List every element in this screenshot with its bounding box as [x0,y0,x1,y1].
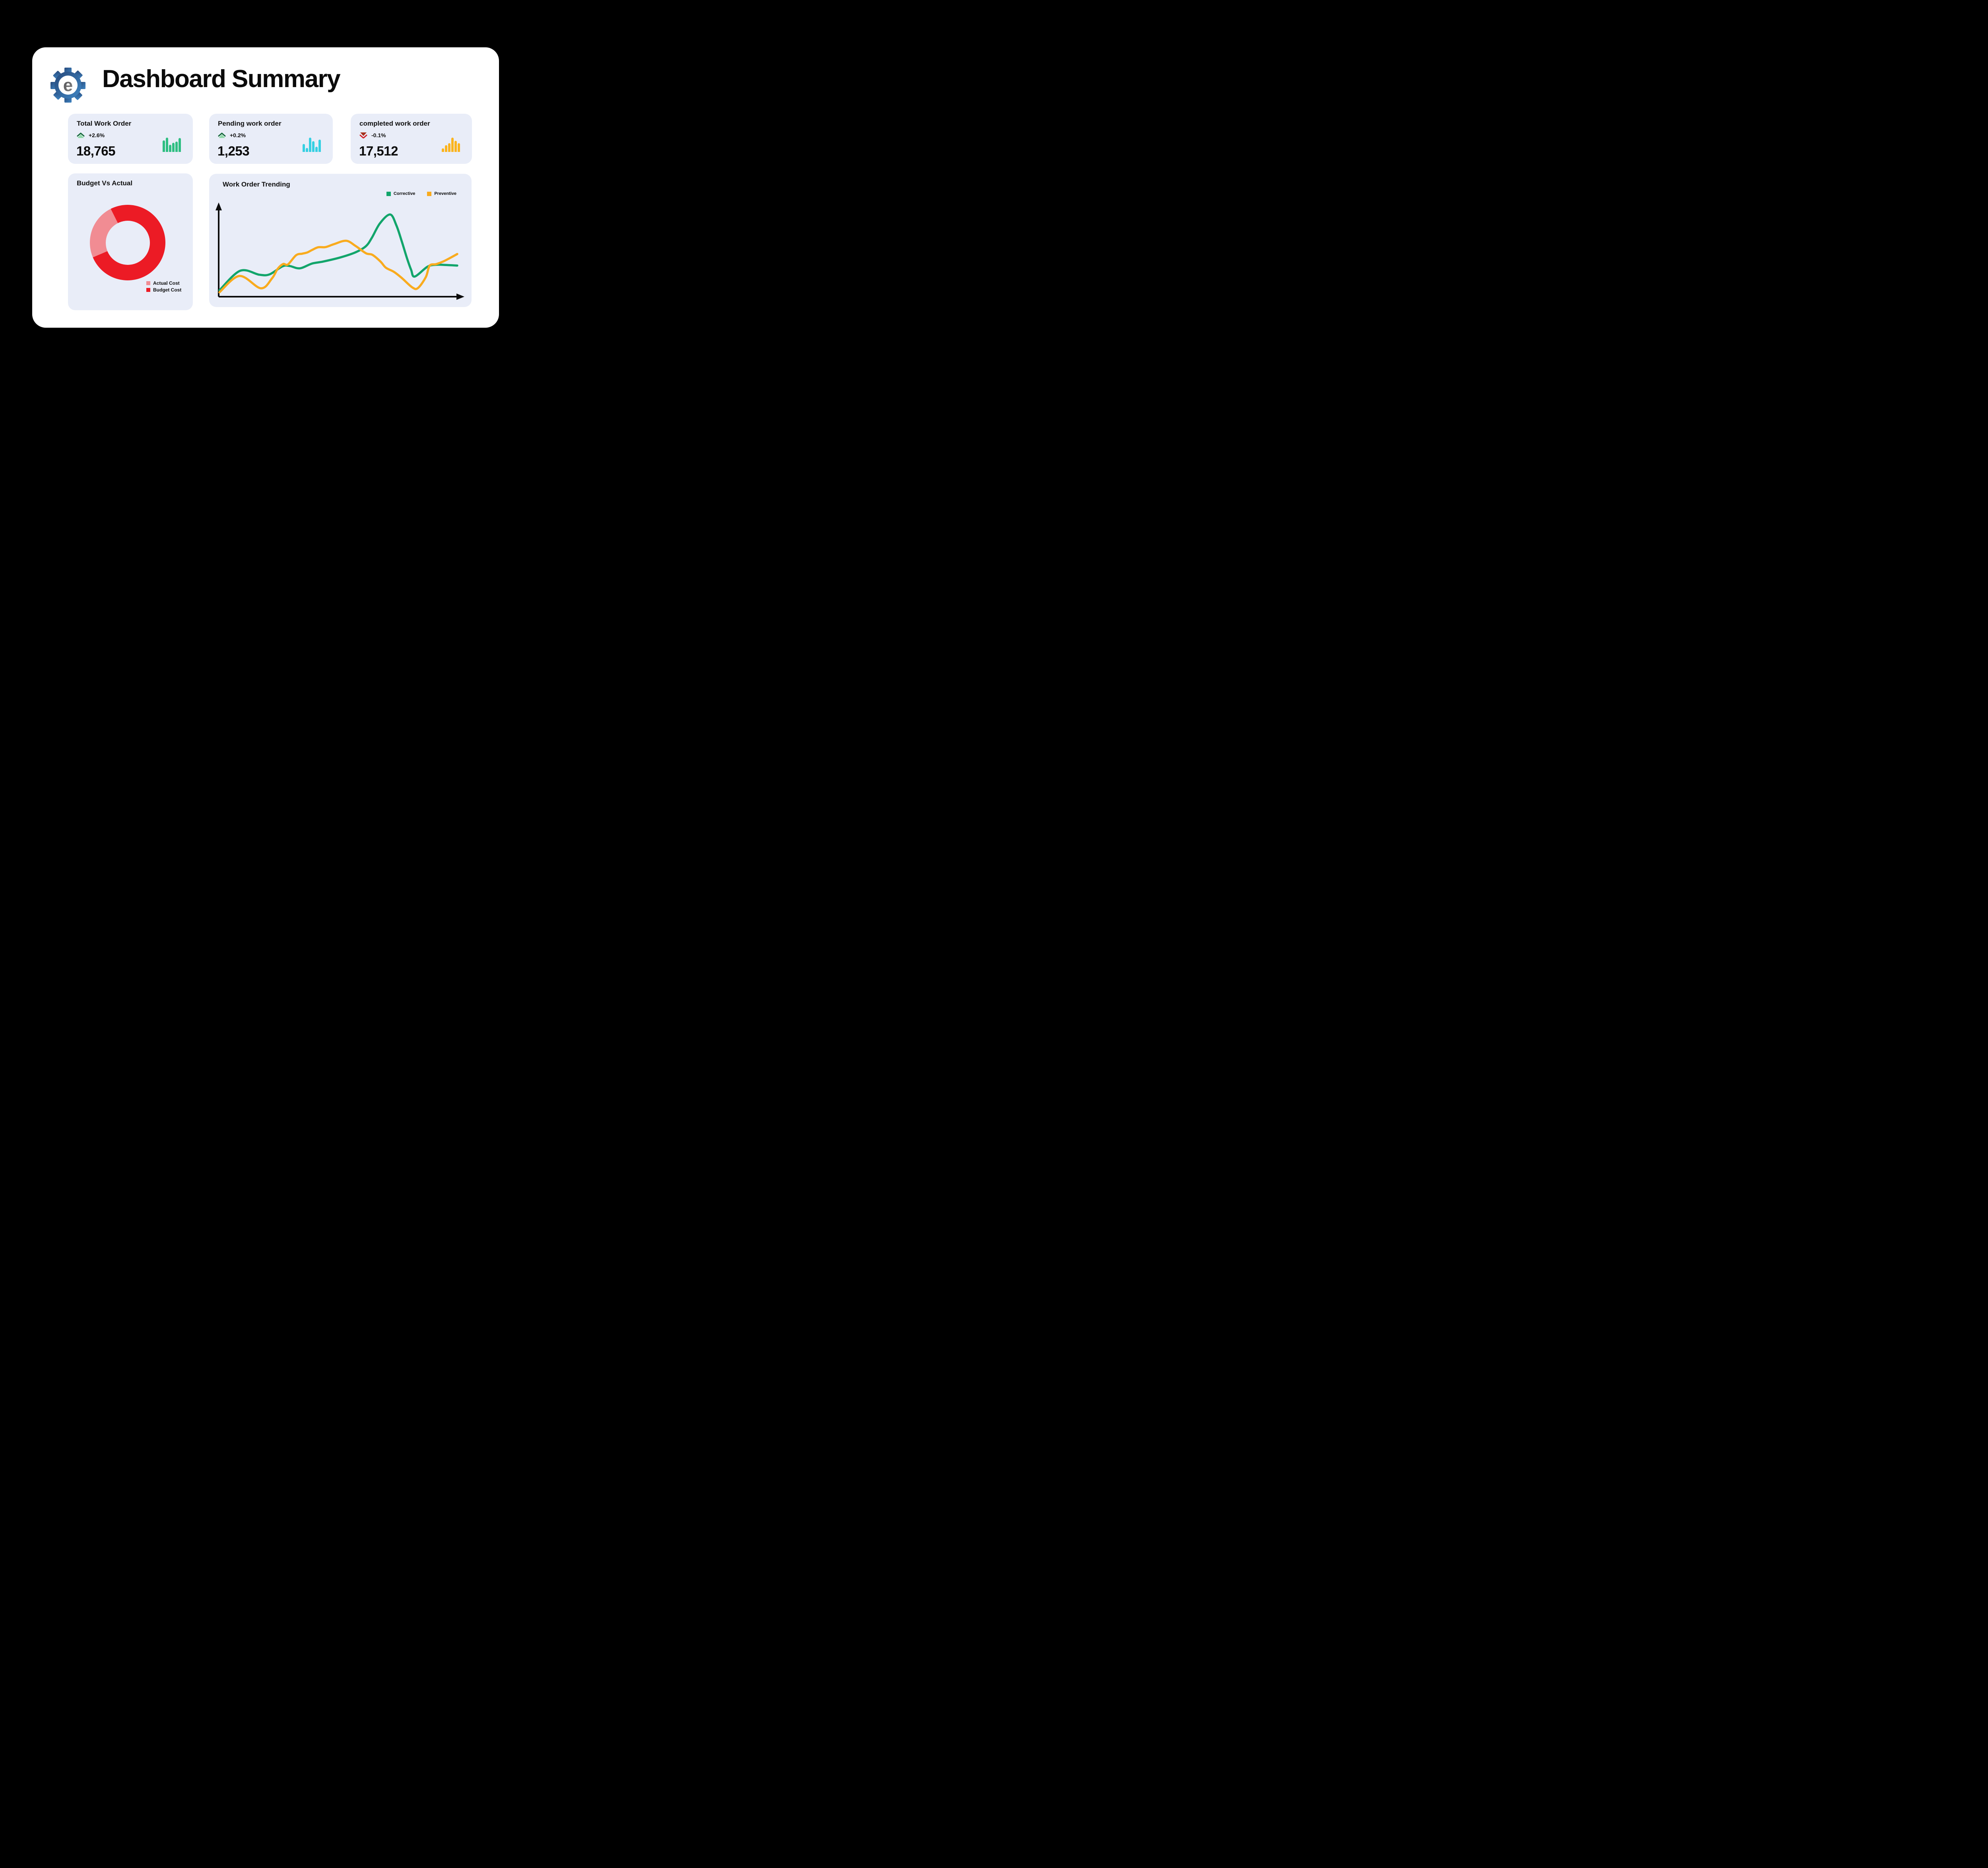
legend-item-corrective: Corrective [386,191,415,196]
legend-swatch-red [146,288,150,292]
spark-bar [318,140,321,152]
spark-bar [454,140,457,152]
gear-e-logo-icon: e [50,68,85,103]
trend-down-icon [359,132,367,138]
legend-label: Actual Cost [153,280,180,286]
legend-item-actual-cost: Actual Cost [146,280,181,286]
donut-chart [90,205,165,280]
kpi-card-pending-work-order: Pending work order +0.2% 1,253 [209,114,333,164]
legend-label: Preventive [434,191,456,196]
page-title: Dashboard Summary [102,65,341,93]
kpi-card-completed-work-order: completed work order -0.1% 17,512 [351,114,472,164]
kpi-value: 17,512 [359,144,398,158]
legend-item-preventive: Preventive [427,191,456,196]
legend-swatch-pink [146,281,150,285]
kpi-delta: +0.2% [230,132,246,138]
donut-legend: Actual Cost Budget Cost [146,280,181,293]
page-background: e Dashboard Summary Total Work Order +2.… [0,0,573,373]
line-chart-title: Work Order Trending [223,181,290,188]
spark-bar [315,146,318,152]
kpi-value: 18,765 [76,144,115,158]
line-chart-legend: Corrective Preventive [386,191,456,196]
mini-bar-chart-cyan [303,138,321,152]
spark-bar [448,143,450,152]
spark-bar [309,138,311,152]
kpi-title: Total Work Order [77,120,132,127]
spark-bar [172,143,175,152]
kpi-value: 1,253 [217,144,250,158]
spark-bar [442,148,444,152]
legend-label: Corrective [393,191,415,196]
y-axis-arrowhead [215,202,222,210]
kpi-title: completed work order [359,120,430,127]
line-series-preventive [218,239,458,294]
spark-bar [306,148,308,152]
x-axis-arrowhead [456,294,464,300]
donut-hole [105,220,150,265]
work-order-trending-card: Work Order Trending Corrective Preventiv… [209,174,472,307]
donut-chart-title: Budget Vs Actual [77,179,133,187]
kpi-delta: -0.1% [371,132,386,138]
budget-vs-actual-card: Budget Vs Actual Actual Cost Budget Cost [68,173,193,310]
spark-bar [163,140,165,152]
trend-up-icon [77,132,85,138]
spark-bar [175,142,178,152]
kpi-card-total-work-order: Total Work Order +2.6% 18,765 [68,114,193,164]
spark-bar [445,145,447,152]
legend-swatch-orange [427,191,432,196]
spark-bar [458,143,460,152]
mini-bar-chart-green [163,138,181,152]
line-series-corrective [218,213,458,292]
legend-item-budget-cost: Budget Cost [146,287,181,293]
dashboard-panel: e Dashboard Summary Total Work Order +2.… [32,47,499,328]
kpi-delta: +2.6% [89,132,105,138]
spark-bar [179,138,181,152]
spark-bar [312,141,315,152]
trend-up-icon [218,132,226,138]
line-chart [215,202,464,300]
spark-bar [166,138,168,152]
kpi-title: Pending work order [218,120,282,127]
legend-label: Budget Cost [153,287,182,293]
legend-swatch-green [386,191,391,196]
svg-text:e: e [63,76,73,95]
spark-bar [169,145,171,152]
spark-bar [303,144,305,152]
mini-bar-chart-yellow [442,138,460,152]
spark-bar [451,138,454,152]
